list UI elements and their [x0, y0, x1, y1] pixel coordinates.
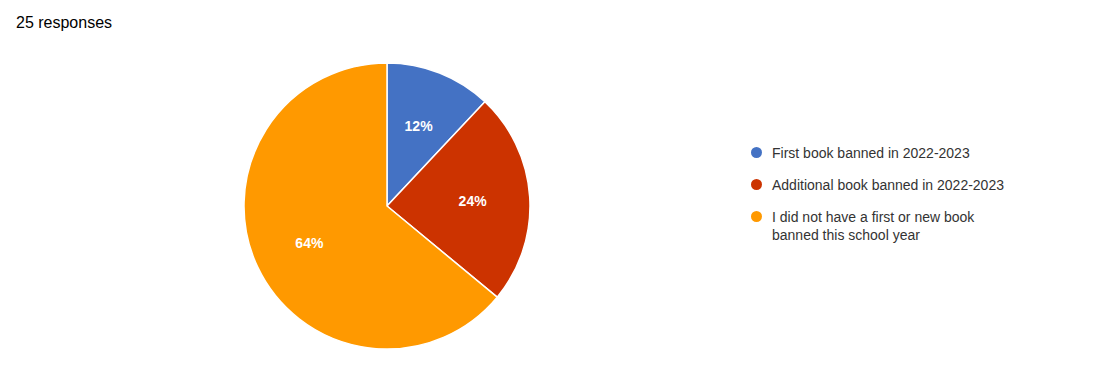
svg-text:24%: 24% [459, 193, 488, 209]
svg-text:64%: 64% [295, 235, 324, 251]
svg-text:12%: 12% [405, 118, 434, 134]
html-text:I did not have a first or new: I did not have a first or new book banne… [772, 209, 975, 243]
html-text:25 responses: 25 responses [16, 14, 113, 31]
html-text:Additional book banned in 2022: Additional book banned in 2022-2023 [772, 177, 1004, 193]
html-text:First book banned in 2022-2023: First book banned in 2022-2023 [772, 145, 970, 161]
